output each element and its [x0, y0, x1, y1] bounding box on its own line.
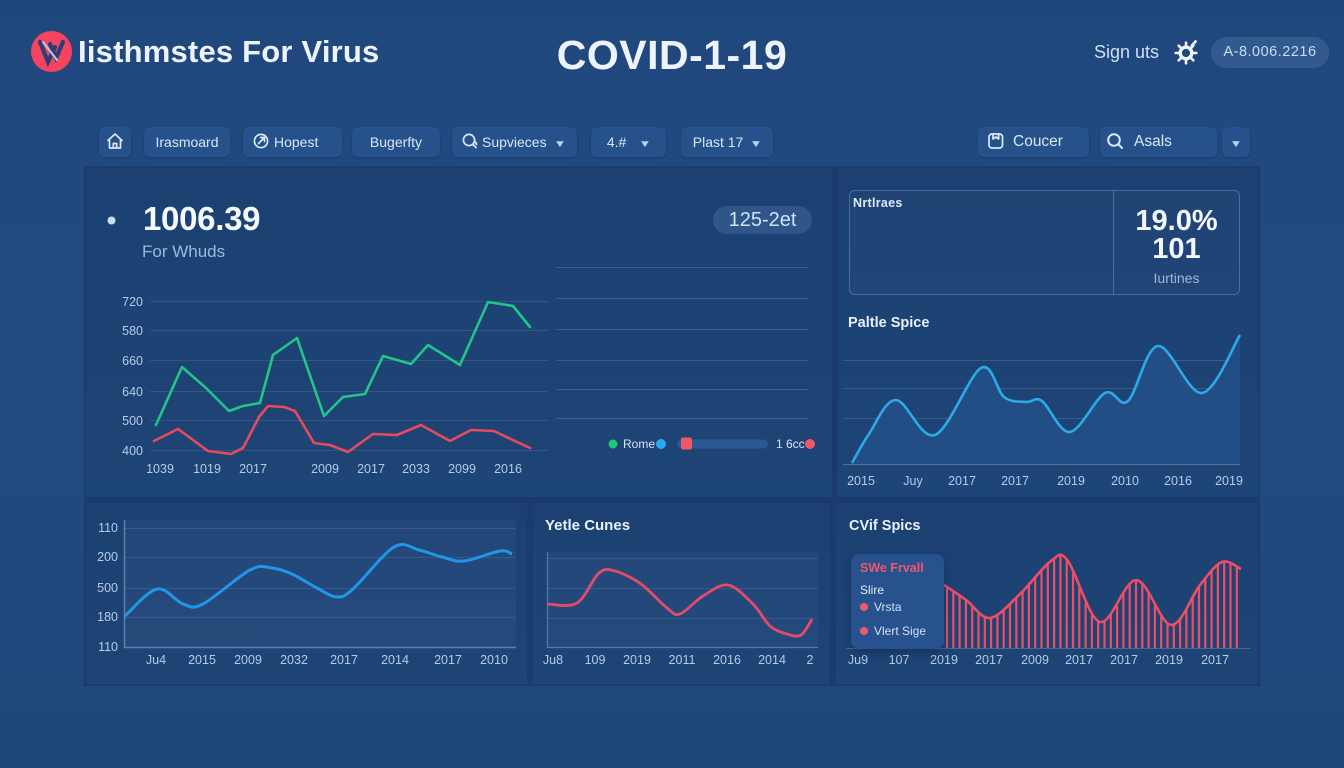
svg-text:Rome: Rome	[623, 437, 655, 451]
svg-text:2019: 2019	[1057, 474, 1085, 488]
svg-text:109: 109	[585, 653, 606, 667]
svg-text:2017: 2017	[239, 462, 267, 476]
svg-text:2: 2	[807, 653, 814, 667]
svg-text:720: 720	[122, 295, 143, 309]
svg-text:1019: 1019	[193, 462, 221, 476]
svg-text:110: 110	[98, 640, 118, 654]
svg-text:180: 180	[97, 610, 118, 624]
svg-text:2011: 2011	[669, 653, 696, 667]
svg-text:500: 500	[97, 581, 118, 595]
svg-text:400: 400	[122, 444, 143, 458]
svg-text:2033: 2033	[402, 462, 430, 476]
svg-text:2014: 2014	[758, 653, 786, 667]
svg-text:2016: 2016	[713, 653, 741, 667]
svg-text:2009: 2009	[1021, 653, 1049, 667]
svg-text:2009: 2009	[234, 653, 262, 667]
svg-text:2017: 2017	[1001, 474, 1029, 488]
svg-text:2016: 2016	[1164, 474, 1192, 488]
svg-text:2019: 2019	[1215, 474, 1243, 488]
svg-text:1 6cc: 1 6cc	[776, 437, 805, 451]
svg-text:500: 500	[122, 414, 143, 428]
svg-text:2019: 2019	[1155, 653, 1183, 667]
svg-text:2015: 2015	[847, 474, 875, 488]
svg-text:2017: 2017	[975, 653, 1003, 667]
svg-text:Ju4: Ju4	[146, 653, 166, 667]
svg-text:2017: 2017	[1065, 653, 1093, 667]
svg-text:2019: 2019	[930, 653, 958, 667]
svg-text:2099: 2099	[448, 462, 476, 476]
svg-text:2017: 2017	[1201, 653, 1229, 667]
svg-text:2015: 2015	[188, 653, 216, 667]
svg-text:2017: 2017	[1110, 653, 1138, 667]
svg-text:Ju8: Ju8	[543, 653, 563, 667]
svg-text:107: 107	[889, 653, 910, 667]
svg-text:1039: 1039	[146, 462, 174, 476]
svg-text:580: 580	[122, 324, 143, 338]
svg-text:2010: 2010	[1111, 474, 1139, 488]
svg-text:2014: 2014	[381, 653, 409, 667]
svg-text:2010: 2010	[480, 653, 508, 667]
svg-text:2019: 2019	[623, 653, 651, 667]
svg-text:Ju9: Ju9	[848, 653, 868, 667]
svg-text:660: 660	[122, 354, 143, 368]
svg-text:200: 200	[97, 550, 118, 564]
svg-text:2017: 2017	[357, 462, 385, 476]
svg-text:2032: 2032	[280, 653, 308, 667]
svg-text:640: 640	[122, 385, 143, 399]
svg-text:2016: 2016	[494, 462, 522, 476]
svg-text:Juy: Juy	[903, 474, 923, 488]
svg-text:2017: 2017	[330, 653, 358, 667]
svg-text:2017: 2017	[948, 474, 976, 488]
svg-text:110: 110	[98, 521, 118, 535]
svg-text:2009: 2009	[311, 462, 339, 476]
svg-text:2017: 2017	[434, 653, 462, 667]
